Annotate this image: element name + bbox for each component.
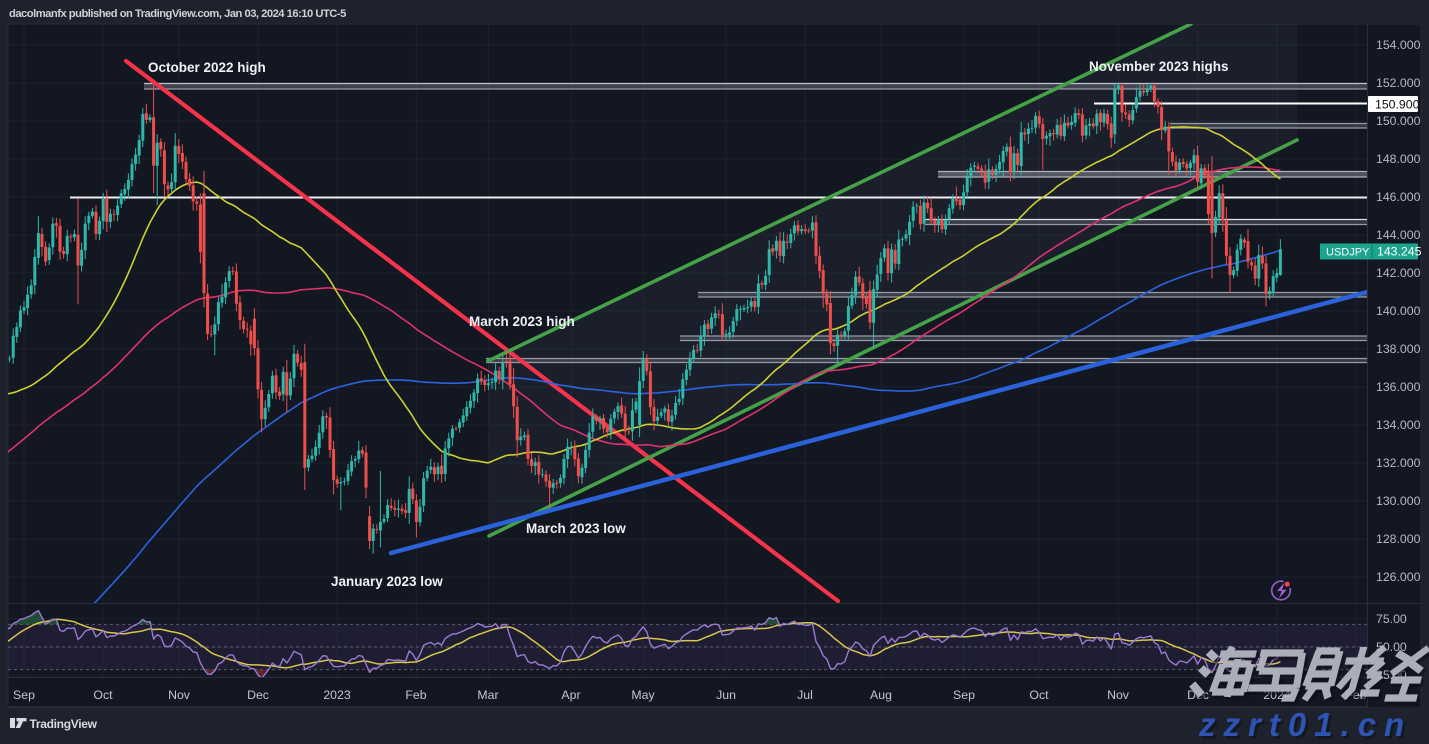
svg-text:154.000: 154.000 bbox=[1376, 38, 1421, 52]
svg-text:144.000: 144.000 bbox=[1376, 228, 1421, 242]
svg-text:150.000: 150.000 bbox=[1376, 114, 1421, 128]
svg-text:TradingView: TradingView bbox=[30, 717, 98, 731]
svg-text:150.900: 150.900 bbox=[1375, 98, 1420, 112]
svg-text:Nov: Nov bbox=[1107, 688, 1130, 702]
svg-text:142.000: 142.000 bbox=[1376, 266, 1421, 280]
svg-text:Sep: Sep bbox=[953, 688, 975, 702]
svg-text:136.000: 136.000 bbox=[1376, 380, 1421, 394]
svg-text:Oct: Oct bbox=[93, 688, 113, 702]
svg-text:75.00: 75.00 bbox=[1376, 612, 1407, 626]
svg-text:Apr: Apr bbox=[561, 688, 580, 702]
svg-text:March 2023 high: March 2023 high bbox=[469, 314, 575, 329]
svg-text:Jul: Jul bbox=[797, 688, 813, 702]
svg-text:Aug: Aug bbox=[870, 688, 892, 702]
svg-text:November 2023 highs: November 2023 highs bbox=[1089, 59, 1229, 74]
svg-text:October 2022 high: October 2022 high bbox=[148, 60, 266, 75]
svg-text:2023: 2023 bbox=[323, 688, 351, 702]
svg-text:dacolmanfx published on Tradin: dacolmanfx published on TradingView.com,… bbox=[9, 8, 346, 20]
svg-text:Dec: Dec bbox=[247, 688, 269, 702]
svg-text:Nov: Nov bbox=[168, 688, 191, 702]
svg-text:Sep: Sep bbox=[13, 688, 35, 702]
svg-text:148.000: 148.000 bbox=[1376, 152, 1421, 166]
svg-text:140.000: 140.000 bbox=[1376, 304, 1421, 318]
svg-text:Feb: Feb bbox=[405, 688, 426, 702]
svg-text:152.000: 152.000 bbox=[1376, 76, 1421, 90]
svg-text:zzrt01.cn: zzrt01.cn bbox=[1198, 706, 1412, 739]
svg-text:Jun: Jun bbox=[716, 688, 736, 702]
svg-text:Mar: Mar bbox=[477, 688, 498, 702]
svg-text:March 2023 low: March 2023 low bbox=[526, 521, 626, 536]
svg-text:May: May bbox=[631, 688, 655, 702]
svg-text:132.000: 132.000 bbox=[1376, 456, 1421, 470]
svg-text:Oct: Oct bbox=[1029, 688, 1049, 702]
svg-text:146.000: 146.000 bbox=[1376, 190, 1421, 204]
svg-text:126.000: 126.000 bbox=[1376, 570, 1421, 584]
svg-text:128.000: 128.000 bbox=[1376, 532, 1421, 546]
svg-text:138.000: 138.000 bbox=[1376, 342, 1421, 356]
svg-text:January 2023 low: January 2023 low bbox=[331, 574, 443, 589]
svg-text:143.245: 143.245 bbox=[1377, 245, 1422, 259]
svg-text:130.000: 130.000 bbox=[1376, 494, 1421, 508]
svg-text:USDJPY: USDJPY bbox=[1326, 247, 1370, 259]
svg-text:zzrt01.cn: zzrt01.cn bbox=[1201, 709, 1415, 740]
svg-text:134.000: 134.000 bbox=[1376, 418, 1421, 432]
